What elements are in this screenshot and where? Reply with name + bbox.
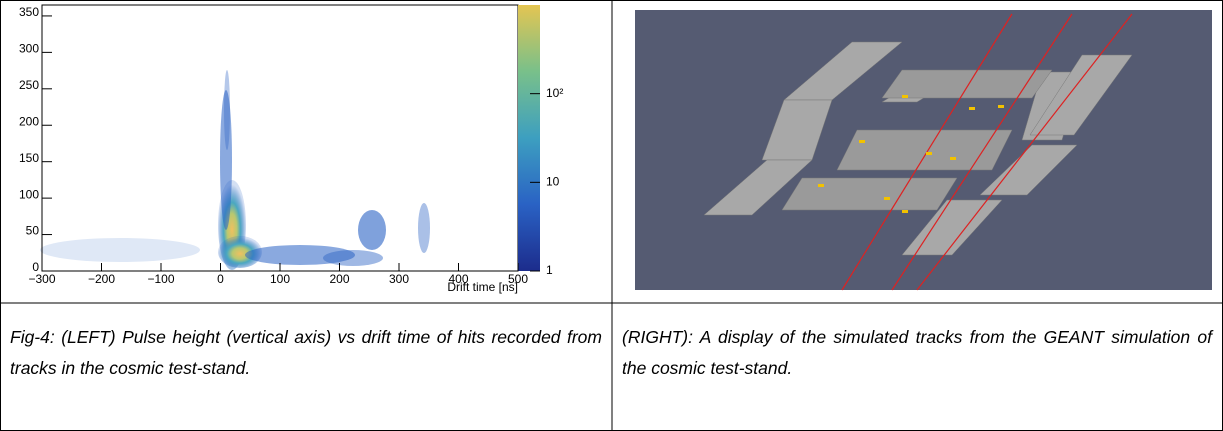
caption-right: (RIGHT): A display of the simulated trac… <box>622 327 1212 378</box>
x-tick-label: 100 <box>270 272 290 286</box>
x-axis-label: Drift time [ns] <box>447 280 518 294</box>
x-tick-label: −100 <box>147 272 174 286</box>
x-tick-label: 500 <box>508 272 528 286</box>
y-tick-label: 150 <box>19 151 39 165</box>
colorbar-tick-label: 10² <box>546 86 563 100</box>
y-tick-label: 50 <box>26 224 40 238</box>
y-tick-label: 200 <box>19 114 39 128</box>
right-image <box>635 10 1212 291</box>
hits <box>818 95 1004 213</box>
left-plot: Drift time [ns] −300 −200 −100 0 100 200 300 40… <box>19 4 563 294</box>
x-tick-label: 0 <box>217 272 224 286</box>
x-tick-label: 400 <box>448 272 468 286</box>
density-blobs <box>40 70 430 270</box>
colorbar <box>518 5 540 271</box>
x-tick-label: 300 <box>389 272 409 286</box>
y-tick-label: 100 <box>19 187 39 201</box>
y-tick-label: 350 <box>19 5 39 19</box>
x-tick-label: 200 <box>329 272 349 286</box>
colorbar-tick-label: 1 <box>546 263 553 277</box>
y-tick-label: 0 <box>32 260 39 274</box>
y-tick-label: 300 <box>19 42 39 56</box>
plot-frame <box>41 4 519 272</box>
y-tick-label: 250 <box>19 78 39 92</box>
colorbar-tick-label: 10 <box>546 175 560 189</box>
x-tick-label: −300 <box>28 272 55 286</box>
x-tick-label: −200 <box>88 272 115 286</box>
caption-left: Fig-4: (LEFT) Pulse height (vertical axi… <box>10 327 602 378</box>
